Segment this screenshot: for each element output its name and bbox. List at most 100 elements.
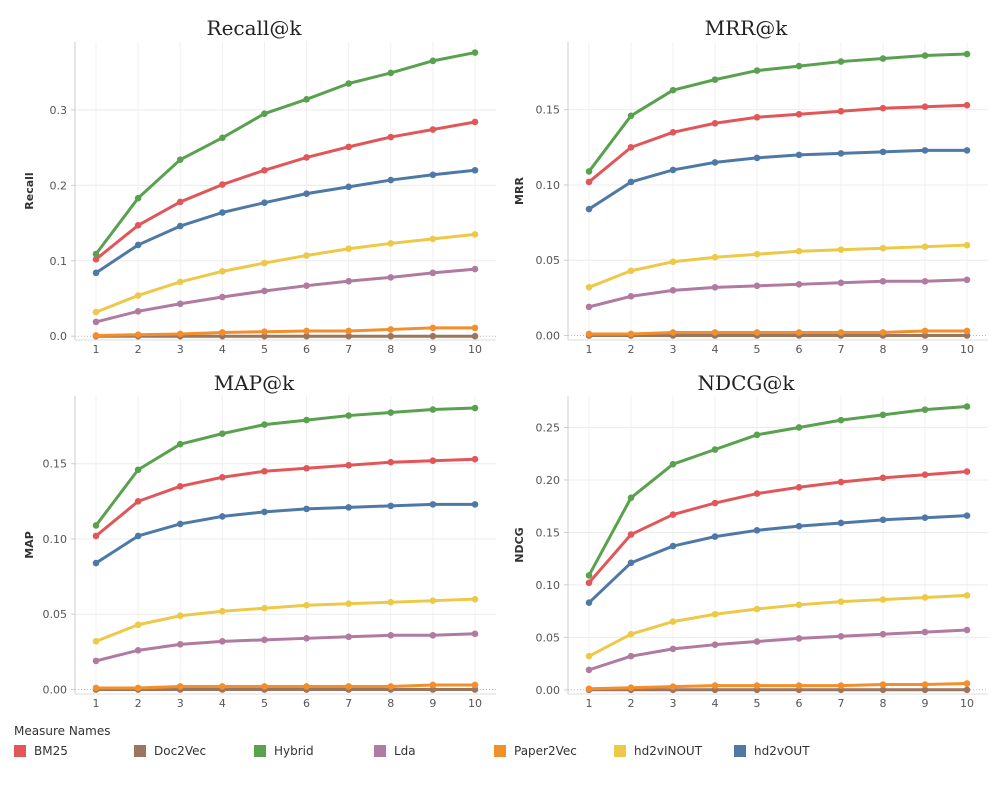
data-point: [219, 293, 226, 301]
data-point: [963, 626, 971, 634]
data-point: [879, 104, 887, 112]
data-point: [471, 501, 479, 508]
data-point: [303, 601, 310, 609]
data-point: [921, 681, 929, 688]
data-point: [963, 147, 971, 154]
data-point: [303, 332, 310, 340]
y-tick-label: 0.1: [50, 255, 68, 268]
data-point: [711, 682, 719, 689]
data-point: [627, 144, 635, 151]
data-point: [753, 282, 761, 290]
data-point: [176, 641, 184, 648]
series-line: [94, 51, 477, 256]
data-point: [627, 178, 635, 186]
chart-title: Recall@k: [207, 16, 303, 40]
series-lda: [92, 265, 479, 326]
data-point: [753, 638, 761, 645]
legend-item: BM25: [14, 742, 68, 760]
data-point: [837, 329, 845, 336]
series-line: [94, 683, 477, 690]
data-point: [92, 657, 100, 665]
data-point: [219, 607, 226, 615]
data-point: [471, 332, 479, 340]
data-point: [134, 621, 142, 629]
data-point: [429, 235, 437, 243]
data-point: [219, 513, 226, 520]
data-point: [627, 559, 635, 567]
data-point: [879, 630, 887, 638]
data-point: [303, 154, 310, 161]
series-line: [94, 502, 477, 565]
y-tick-label: 0.25: [536, 421, 561, 434]
data-point: [795, 110, 803, 118]
data-point: [669, 329, 677, 336]
legend-label: hd2vIN­OUT: [634, 744, 703, 758]
legend-swatch: [254, 745, 266, 757]
legend-item: Doc2Vec: [134, 742, 206, 760]
data-point: [176, 520, 184, 528]
legend-swatch: [734, 745, 746, 757]
data-point: [963, 101, 971, 109]
data-point: [387, 598, 395, 606]
data-point: [921, 594, 929, 601]
data-point: [134, 292, 142, 299]
data-point: [471, 324, 479, 332]
data-point: [963, 592, 971, 599]
data-point: [585, 205, 593, 213]
data-point: [585, 168, 593, 175]
data-point: [669, 129, 677, 136]
data-point: [963, 50, 971, 58]
data-point: [795, 635, 803, 642]
data-point: [753, 67, 761, 74]
series-hybrid: [92, 49, 479, 258]
data-point: [176, 198, 184, 206]
data-point: [92, 532, 100, 540]
x-tick-label: 10: [468, 697, 482, 710]
data-point: [219, 329, 226, 336]
data-point: [303, 327, 310, 335]
data-point: [429, 406, 437, 413]
data-point: [837, 519, 845, 527]
x-tick-label: 4: [712, 697, 719, 710]
data-point: [345, 277, 352, 285]
legend-label: BM25: [34, 744, 68, 758]
data-point: [261, 332, 268, 340]
legend-label: hd2vOUT: [754, 744, 810, 758]
y-tick-label: 0.15: [536, 104, 561, 117]
data-point: [921, 628, 929, 636]
legend-item: Paper2Vec: [494, 742, 577, 760]
data-point: [471, 231, 479, 238]
data-point: [669, 460, 677, 468]
data-point: [711, 159, 719, 166]
chart-title: MRR@k: [705, 16, 789, 40]
data-point: [471, 455, 479, 463]
series-lda: [585, 626, 971, 674]
data-point: [879, 516, 887, 524]
data-point: [669, 683, 677, 690]
data-point: [134, 308, 142, 315]
data-point: [795, 483, 803, 491]
data-point: [345, 600, 352, 607]
data-point: [711, 641, 719, 648]
data-point: [219, 209, 226, 216]
data-point: [585, 572, 593, 579]
data-point: [176, 278, 184, 286]
data-point: [627, 494, 635, 502]
series-hd2vout: [92, 166, 479, 277]
data-point: [921, 686, 929, 694]
data-point: [303, 96, 310, 103]
data-point: [303, 683, 310, 690]
series-line: [587, 52, 969, 173]
legend-item: Hybrid: [254, 742, 314, 760]
x-tick-label: 7: [838, 697, 845, 710]
y-tick-label: 0.20: [536, 474, 561, 487]
legend-swatch: [14, 745, 26, 757]
data-point: [429, 681, 437, 689]
data-point: [753, 682, 761, 689]
data-point: [963, 327, 971, 335]
data-point: [471, 404, 479, 412]
data-point: [795, 247, 803, 255]
data-point: [387, 632, 395, 639]
x-tick-label: 10: [960, 697, 974, 710]
data-point: [795, 424, 803, 431]
